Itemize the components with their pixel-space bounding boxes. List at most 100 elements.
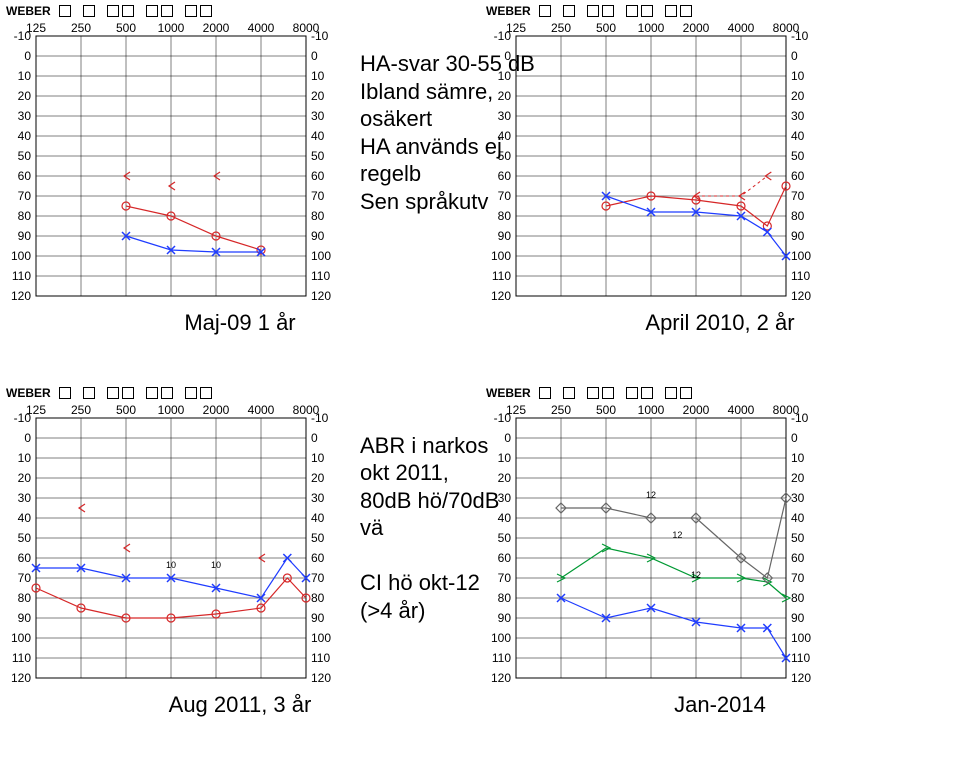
svg-text:10: 10 [791,69,805,83]
svg-text:2000: 2000 [203,21,230,35]
svg-text:250: 250 [71,21,91,35]
cell-top-right: WEBER 1252505001000200040008000-10-10001… [480,0,960,382]
svg-text:30: 30 [311,109,325,123]
svg-text:110: 110 [492,651,511,665]
svg-text:-10: -10 [311,29,329,43]
svg-text:70: 70 [791,571,805,585]
notes-bottom: ABR i narkos okt 2011, 80dB hö/70dB vä C… [360,432,499,625]
svg-text:50: 50 [498,149,512,163]
svg-text:1000: 1000 [638,21,665,35]
svg-text:100: 100 [311,249,331,263]
svg-text:100: 100 [311,631,331,645]
svg-text:50: 50 [791,531,805,545]
svg-text:20: 20 [791,471,805,485]
svg-text:1000: 1000 [158,403,185,417]
svg-text:70: 70 [311,189,325,203]
svg-text:-10: -10 [311,411,329,425]
svg-text:100: 100 [11,249,31,263]
svg-text:0: 0 [791,49,798,63]
svg-text:110: 110 [12,651,31,665]
svg-text:100: 100 [11,631,31,645]
svg-text:0: 0 [311,431,318,445]
svg-text:80: 80 [791,209,805,223]
svg-text:0: 0 [504,431,511,445]
svg-text:80: 80 [791,591,805,605]
svg-text:100: 100 [491,631,511,645]
audiogram-apr2010: 1252505001000200040008000-10-10001010202… [486,18,954,308]
svg-text:90: 90 [18,229,32,243]
svg-text:80: 80 [498,209,512,223]
svg-text:80: 80 [311,209,325,223]
svg-text:40: 40 [498,511,512,525]
svg-text:0: 0 [311,49,318,63]
weber-header: WEBER [6,386,474,400]
svg-text:10: 10 [498,69,512,83]
svg-text:-10: -10 [14,29,32,43]
svg-text:120: 120 [491,289,511,303]
svg-text:10: 10 [211,560,221,570]
weber-label: WEBER [486,4,531,18]
svg-text:0: 0 [791,431,798,445]
svg-text:30: 30 [18,491,32,505]
svg-text:80: 80 [311,591,325,605]
svg-text:90: 90 [791,611,805,625]
svg-text:40: 40 [311,129,325,143]
svg-text:40: 40 [498,129,512,143]
svg-text:40: 40 [791,129,805,143]
svg-text:12: 12 [691,570,701,580]
svg-text:10: 10 [18,69,32,83]
svg-text:120: 120 [791,671,811,685]
weber-label: WEBER [486,386,531,400]
svg-text:250: 250 [551,21,571,35]
svg-text:70: 70 [18,571,32,585]
svg-text:40: 40 [18,129,32,143]
svg-text:4000: 4000 [728,21,755,35]
caption-maj09: Maj-09 1 år [6,310,474,336]
panel-jan2014: WEBER 1252505001000200040008000-10-10001… [486,386,954,718]
svg-text:120: 120 [311,289,331,303]
svg-text:20: 20 [311,89,325,103]
svg-text:10: 10 [18,451,32,465]
svg-text:30: 30 [791,491,805,505]
svg-text:40: 40 [791,511,805,525]
svg-text:12: 12 [672,530,682,540]
svg-text:110: 110 [791,269,810,283]
svg-text:90: 90 [311,611,325,625]
svg-text:60: 60 [18,169,32,183]
svg-text:250: 250 [551,403,571,417]
svg-text:120: 120 [491,671,511,685]
svg-text:120: 120 [11,671,31,685]
svg-text:60: 60 [498,169,512,183]
svg-text:500: 500 [116,21,136,35]
svg-text:70: 70 [18,189,32,203]
svg-text:30: 30 [498,491,512,505]
svg-text:110: 110 [492,269,511,283]
svg-text:20: 20 [18,89,32,103]
svg-text:70: 70 [498,571,512,585]
svg-text:-10: -10 [791,411,809,425]
svg-text:20: 20 [18,471,32,485]
svg-text:50: 50 [498,531,512,545]
svg-text:12: 12 [646,490,656,500]
weber-label: WEBER [6,386,51,400]
svg-text:80: 80 [18,209,32,223]
svg-text:90: 90 [311,229,325,243]
svg-text:-10: -10 [791,29,809,43]
svg-text:30: 30 [18,109,32,123]
svg-text:500: 500 [596,403,616,417]
svg-text:10: 10 [791,451,805,465]
svg-text:90: 90 [498,229,512,243]
svg-text:-10: -10 [14,411,32,425]
svg-text:20: 20 [498,89,512,103]
svg-text:90: 90 [18,611,32,625]
svg-text:2000: 2000 [683,403,710,417]
svg-text:90: 90 [791,229,805,243]
svg-text:2000: 2000 [203,403,230,417]
svg-text:40: 40 [18,511,32,525]
svg-text:50: 50 [311,149,325,163]
svg-text:70: 70 [498,189,512,203]
svg-text:60: 60 [311,551,325,565]
svg-text:100: 100 [791,631,811,645]
svg-text:250: 250 [71,403,91,417]
svg-text:2000: 2000 [683,21,710,35]
